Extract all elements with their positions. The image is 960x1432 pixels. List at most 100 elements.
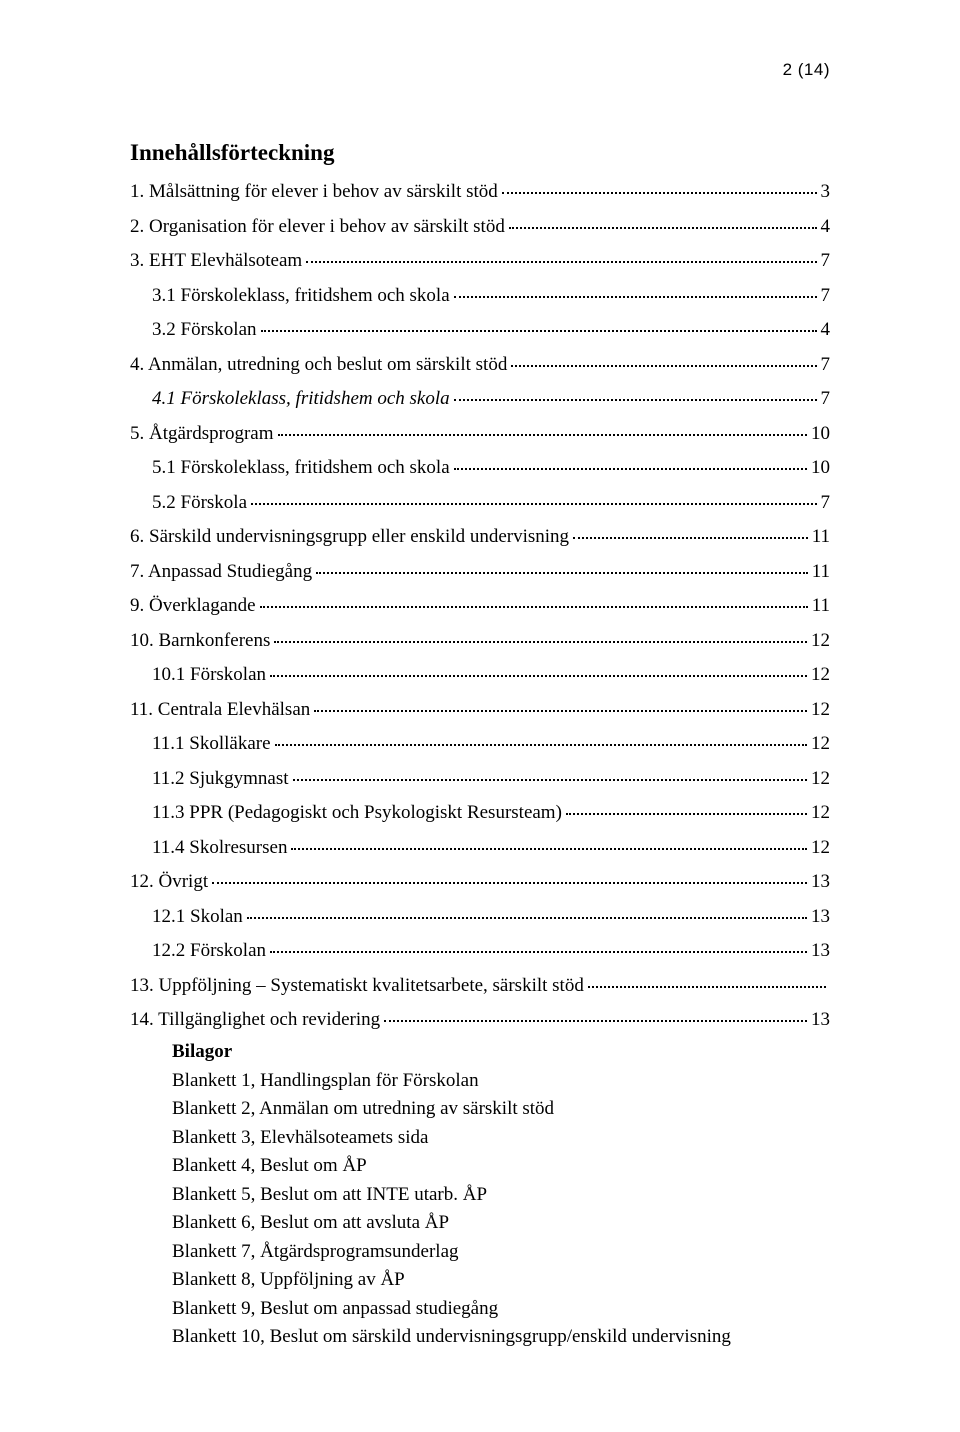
toc-entry-text: 10.1 Förskolan [152,661,266,690]
toc-entry-page: 12 [811,765,830,794]
table-of-contents: 1. Målsättning för elever i behov av sär… [130,178,830,1035]
toc-entry[interactable]: 3.2 Förskolan4 [130,316,830,345]
toc-entry[interactable]: 12. Övrigt 13 [130,868,830,897]
bilagor-item: Blankett 3, Elevhälsoteamets sida [172,1124,830,1153]
toc-entry[interactable]: 11.4 Skolresursen12 [130,834,830,863]
dot-leader [261,330,817,332]
toc-entry[interactable]: 11. Centrala Elevhälsan12 [130,696,830,725]
dot-leader [502,192,817,194]
toc-title: Innehållsförteckning [130,140,830,166]
toc-entry[interactable]: 10.1 Förskolan 12 [130,661,830,690]
toc-entry-page: 4 [821,213,831,242]
toc-entry-page: 7 [821,282,831,311]
dot-leader [274,641,807,643]
toc-entry-text: 11.2 Sjukgymnast [152,765,289,794]
toc-entry[interactable]: 2. Organisation för elever i behov av sä… [130,213,830,242]
dot-leader [511,365,816,367]
dot-leader [454,296,817,298]
dot-leader [212,882,807,884]
toc-entry[interactable]: 12.1 Skolan 13 [130,903,830,932]
bilagor-item: Blankett 4, Beslut om ÅP [172,1152,830,1181]
toc-entry-text: 4.1 Förskoleklass, fritidshem och skola [152,385,450,414]
bilagor-item: Blankett 2, Anmälan om utredning av särs… [172,1095,830,1124]
toc-entry-text: 11.3 PPR (Pedagogiskt och Psykologiskt R… [152,799,562,828]
toc-entry-page: 11 [812,592,830,621]
toc-entry-text: 11.4 Skolresursen [152,834,287,863]
toc-entry-text: 4. Anmälan, utredning och beslut om särs… [130,351,507,380]
dot-leader [270,675,807,677]
toc-entry-text: 3.1 Förskoleklass, fritidshem och skola [152,282,450,311]
toc-entry[interactable]: 11.3 PPR (Pedagogiskt och Psykologiskt R… [130,799,830,828]
toc-entry-text: 11. Centrala Elevhälsan [130,696,310,725]
toc-entry[interactable]: 7. Anpassad Studiegång11 [130,558,830,587]
dot-leader [573,537,808,539]
toc-entry[interactable]: 4. Anmälan, utredning och beslut om särs… [130,351,830,380]
toc-entry-page: 4 [821,316,831,345]
bilagor-item: Blankett 10, Beslut om särskild undervis… [172,1323,830,1352]
toc-entry-text: 5.1 Förskoleklass, fritidshem och skola [152,454,450,483]
dot-leader [291,848,807,850]
dot-leader [316,572,808,574]
toc-entry[interactable]: 4.1 Förskoleklass, fritidshem och skola 7 [130,385,830,414]
dot-leader [247,917,807,919]
toc-entry[interactable]: 11.2 Sjukgymnast 12 [130,765,830,794]
toc-entry-text: 12. Övrigt [130,868,208,897]
dot-leader [454,399,817,401]
toc-entry-text: 10. Barnkonferens [130,627,270,656]
toc-entry[interactable]: 9. Överklagande 11 [130,592,830,621]
toc-entry-text: 12.2 Förskolan [152,937,266,966]
toc-entry-text: 5. Åtgärdsprogram [130,420,274,449]
dot-leader [293,779,807,781]
bilagor-item: Blankett 5, Beslut om att INTE utarb. ÅP [172,1181,830,1210]
toc-entry-page: 13 [811,868,830,897]
toc-entry-page: 13 [811,903,830,932]
dot-leader [306,261,816,263]
toc-entry[interactable]: 1. Målsättning för elever i behov av sär… [130,178,830,207]
bilagor-heading: Bilagor [130,1041,830,1063]
toc-entry[interactable]: 3. EHT Elevhälsoteam7 [130,247,830,276]
toc-entry[interactable]: 11.1 Skolläkare12 [130,730,830,759]
toc-entry-page: 13 [811,937,830,966]
toc-entry-page: 12 [811,730,830,759]
toc-entry-page: 7 [821,247,831,276]
toc-entry-page: 10 [811,420,830,449]
bilagor-item: Blankett 8, Uppföljning av ÅP [172,1266,830,1295]
toc-entry-text: 7. Anpassad Studiegång [130,558,312,587]
dot-leader [314,710,807,712]
toc-entry-text: 5.2 Förskola [152,489,247,518]
dot-leader [275,744,807,746]
toc-entry-text: 14. Tillgänglighet och revidering [130,1006,380,1035]
toc-entry[interactable]: 10. Barnkonferens 12 [130,627,830,656]
toc-entry-page: 7 [821,385,831,414]
toc-entry[interactable]: 5.1 Förskoleklass, fritidshem och skola 1… [130,454,830,483]
toc-entry-page: 12 [811,627,830,656]
toc-entry[interactable]: 3.1 Förskoleklass, fritidshem och skola 7 [130,282,830,311]
toc-entry[interactable]: 5. Åtgärdsprogram 10 [130,420,830,449]
toc-entry-page: 12 [811,799,830,828]
toc-entry-text: 6. Särskild undervisningsgrupp eller ens… [130,523,569,552]
toc-entry-text: 13. Uppföljning – Systematiskt kvalitets… [130,972,584,1001]
toc-entry-page: 13 [811,1006,830,1035]
toc-entry-text: 12.1 Skolan [152,903,243,932]
toc-entry-text: 1. Målsättning för elever i behov av sär… [130,178,498,207]
bilagor-item: Blankett 7, Åtgärdsprogramsunderlag [172,1238,830,1267]
toc-entry-text: 9. Överklagande [130,592,256,621]
page-number: 2 (14) [130,60,830,80]
dot-leader [566,813,807,815]
toc-entry-page: 10 [811,454,830,483]
dot-leader [454,468,807,470]
toc-entry-page: 3 [821,178,831,207]
toc-entry[interactable]: 6. Särskild undervisningsgrupp eller ens… [130,523,830,552]
toc-entry[interactable]: 5.2 Förskola 7 [130,489,830,518]
toc-entry[interactable]: 14. Tillgänglighet och revidering 13 [130,1006,830,1035]
dot-leader [384,1020,807,1022]
toc-entry-text: 2. Organisation för elever i behov av sä… [130,213,505,242]
toc-entry-page: 12 [811,661,830,690]
toc-entry-page: 11 [812,523,830,552]
toc-entry-page: 7 [821,489,831,518]
dot-leader [251,503,817,505]
toc-entry[interactable]: 13. Uppföljning – Systematiskt kvalitets… [130,972,830,1001]
dot-leader [509,227,817,229]
toc-entry[interactable]: 12.2 Förskolan 13 [130,937,830,966]
bilagor-list: Blankett 1, Handlingsplan för FörskolanB… [130,1067,830,1352]
